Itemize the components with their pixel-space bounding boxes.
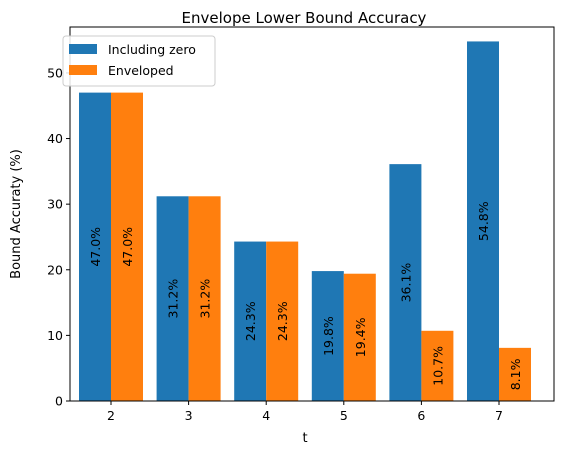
x-tick-label: 6 bbox=[417, 408, 425, 423]
bar-enveloped-2 bbox=[111, 92, 143, 401]
bar-enveloped-7 bbox=[499, 347, 531, 401]
legend-swatch-including-zero bbox=[69, 44, 97, 54]
bar-label-enveloped-2: 47.0% bbox=[120, 227, 135, 267]
x-axis-label: t bbox=[302, 431, 307, 446]
y-axis-label: Bound Accuraty (%) bbox=[9, 149, 24, 279]
bar-label-enveloped-4: 24.3% bbox=[275, 301, 290, 341]
x-tick-label: 5 bbox=[340, 408, 348, 423]
bar-label-including-zero-5: 19.8% bbox=[321, 316, 336, 356]
x-axis: 2 3 4 5 6 7 bbox=[107, 401, 503, 423]
y-tick-label: 50 bbox=[47, 65, 63, 80]
y-tick-label: 20 bbox=[47, 262, 63, 277]
bar-including-zero-3 bbox=[156, 196, 189, 401]
y-tick-label: 0 bbox=[55, 394, 63, 409]
y-tick-label: 30 bbox=[47, 197, 63, 212]
x-tick-label: 2 bbox=[107, 408, 115, 423]
bar-label-including-zero-2: 47.0% bbox=[88, 227, 103, 267]
bar-enveloped-3 bbox=[188, 196, 221, 401]
bar-enveloped-5 bbox=[343, 273, 376, 401]
bar-including-zero-5 bbox=[311, 271, 344, 401]
bar-enveloped-6 bbox=[421, 330, 454, 401]
bar-label-including-zero-7: 54.8% bbox=[476, 201, 491, 241]
bar-labels-layer: 47.0% 31.2% 24.3% 19.8% 36.1% 54.8% 47.0% 31.2%… bbox=[88, 201, 523, 390]
plot-frame bbox=[69, 26, 555, 402]
x-tick-label: 7 bbox=[495, 408, 503, 423]
bar-including-zero-4 bbox=[234, 241, 267, 401]
bar-label-enveloped-5: 19.4% bbox=[353, 317, 368, 357]
legend: Including zero Enveloped bbox=[62, 35, 216, 87]
legend-label-including-zero: Including zero bbox=[108, 42, 196, 57]
y-axis: 0 10 20 30 40 50 bbox=[47, 65, 70, 409]
bar-label-including-zero-3: 31.2% bbox=[166, 279, 181, 319]
bar-including-zero-7 bbox=[467, 41, 499, 401]
legend-box bbox=[62, 35, 216, 87]
legend-label-enveloped: Enveloped bbox=[108, 63, 174, 78]
y-tick-label: 10 bbox=[47, 328, 63, 343]
y-tick-label: 40 bbox=[47, 131, 63, 146]
bars-layer bbox=[79, 41, 531, 401]
x-tick-label: 4 bbox=[262, 408, 270, 423]
bar-label-including-zero-4: 24.3% bbox=[243, 301, 258, 341]
x-tick-label: 3 bbox=[185, 408, 193, 423]
bar-enveloped-4 bbox=[266, 241, 299, 401]
chart-title: Envelope Lower Bound Accuracy bbox=[182, 9, 427, 27]
bar-label-enveloped-7: 8.1% bbox=[508, 358, 523, 390]
legend-swatch-enveloped bbox=[69, 65, 97, 75]
bar-label-including-zero-6: 36.1% bbox=[398, 263, 413, 303]
bar-label-enveloped-6: 10.7% bbox=[430, 346, 445, 386]
bar-label-enveloped-3: 31.2% bbox=[198, 279, 213, 319]
bar-including-zero-6 bbox=[389, 164, 422, 401]
bar-including-zero-2 bbox=[79, 92, 111, 401]
